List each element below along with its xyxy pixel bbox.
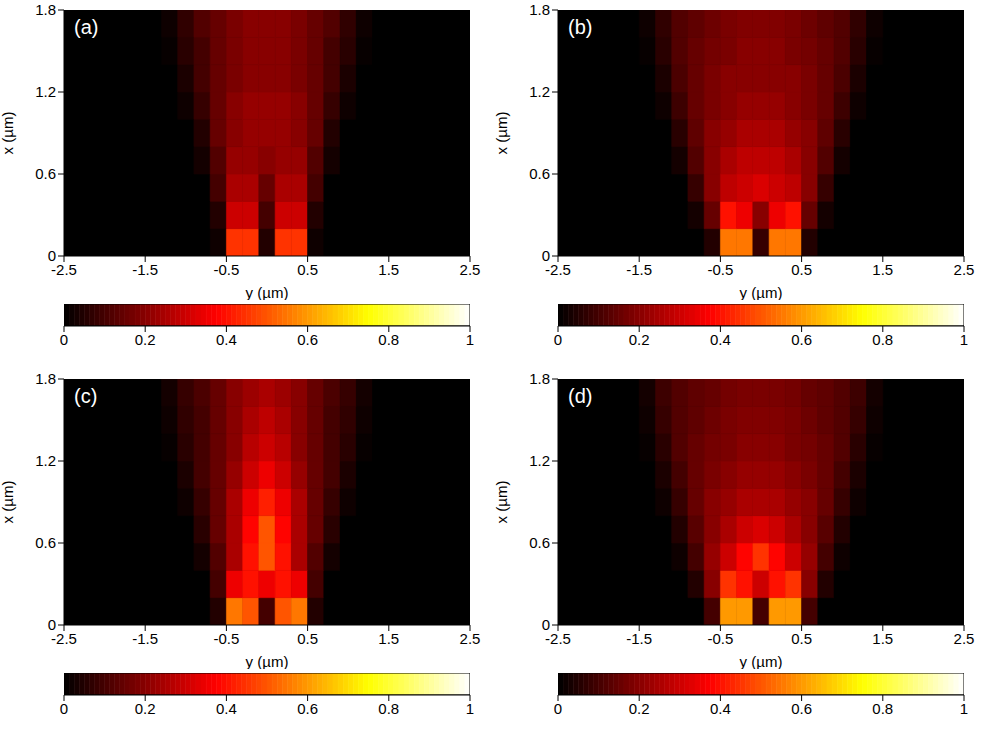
svg-text:-1.5: -1.5 — [626, 261, 652, 278]
svg-text:1.8: 1.8 — [529, 370, 550, 387]
svg-text:y (µm): y (µm) — [246, 653, 289, 669]
svg-text:-1.5: -1.5 — [132, 261, 158, 278]
svg-text:0: 0 — [554, 700, 562, 717]
svg-text:2.5: 2.5 — [460, 630, 481, 647]
svg-text:1.5: 1.5 — [378, 630, 399, 647]
html-text:(a): (a) — [74, 16, 99, 38]
html-text:(b): (b) — [568, 16, 593, 38]
svg-text:0.5: 0.5 — [297, 261, 318, 278]
svg-text:0.8: 0.8 — [872, 700, 893, 717]
svg-text:1: 1 — [960, 700, 968, 717]
svg-text:0.8: 0.8 — [378, 331, 399, 348]
svg-text:x (µm): x (µm) — [494, 112, 510, 155]
svg-text:0.2: 0.2 — [135, 700, 156, 717]
svg-text:-2.5: -2.5 — [545, 260, 571, 278]
html-text:(d): (d) — [568, 385, 593, 407]
svg-text:-2.5: -2.5 — [545, 629, 571, 647]
svg-text:1.8: 1.8 — [35, 1, 56, 18]
svg-text:0.2: 0.2 — [135, 331, 156, 348]
svg-text:0.6: 0.6 — [35, 165, 56, 182]
svg-text:0: 0 — [60, 700, 68, 717]
svg-text:-1.5: -1.5 — [626, 630, 652, 647]
svg-text:0.6: 0.6 — [297, 331, 318, 348]
svg-text:0: 0 — [48, 247, 56, 264]
svg-text:-2.5: -2.5 — [51, 629, 77, 647]
svg-text:y (µm): y (µm) — [740, 284, 783, 300]
svg-text:1.5: 1.5 — [872, 261, 893, 278]
svg-text:0.4: 0.4 — [710, 331, 731, 348]
svg-text:0.8: 0.8 — [378, 700, 399, 717]
svg-text:y (µm): y (µm) — [246, 284, 289, 300]
svg-text:1: 1 — [466, 700, 474, 717]
svg-text:-0.5: -0.5 — [707, 630, 733, 647]
svg-text:2.5: 2.5 — [460, 261, 481, 278]
svg-text:1: 1 — [466, 331, 474, 348]
svg-text:1.2: 1.2 — [529, 452, 550, 469]
svg-text:0.6: 0.6 — [529, 165, 550, 182]
svg-text:0.6: 0.6 — [791, 331, 812, 348]
svg-text:-0.5: -0.5 — [213, 261, 239, 278]
svg-text:1.5: 1.5 — [378, 261, 399, 278]
svg-text:0: 0 — [60, 331, 68, 348]
svg-text:1.2: 1.2 — [35, 452, 56, 469]
svg-text:y (µm): y (µm) — [740, 653, 783, 669]
svg-text:0.6: 0.6 — [35, 534, 56, 551]
svg-text:0: 0 — [542, 247, 550, 264]
svg-text:1.5: 1.5 — [872, 630, 893, 647]
svg-text:0: 0 — [542, 616, 550, 633]
svg-text:0: 0 — [48, 616, 56, 633]
svg-text:0.6: 0.6 — [529, 534, 550, 551]
svg-text:1: 1 — [960, 331, 968, 348]
html-text:(c): (c) — [74, 385, 98, 407]
svg-text:0.4: 0.4 — [710, 700, 731, 717]
svg-text:0.6: 0.6 — [297, 700, 318, 717]
svg-text:2.5: 2.5 — [954, 261, 975, 278]
svg-text:1.8: 1.8 — [35, 370, 56, 387]
svg-text:x (µm): x (µm) — [0, 481, 16, 524]
svg-text:x (µm): x (µm) — [494, 481, 510, 524]
svg-text:1.2: 1.2 — [35, 83, 56, 100]
svg-text:0.4: 0.4 — [216, 331, 237, 348]
svg-text:0.5: 0.5 — [791, 261, 812, 278]
svg-text:x (µm): x (µm) — [0, 112, 16, 155]
svg-text:0.6: 0.6 — [791, 700, 812, 717]
svg-text:1.2: 1.2 — [529, 83, 550, 100]
svg-text:-0.5: -0.5 — [213, 630, 239, 647]
svg-text:0.4: 0.4 — [216, 700, 237, 717]
svg-text:-0.5: -0.5 — [707, 261, 733, 278]
svg-text:0.5: 0.5 — [297, 630, 318, 647]
svg-text:2.5: 2.5 — [954, 630, 975, 647]
svg-text:-2.5: -2.5 — [51, 260, 77, 278]
svg-text:0.2: 0.2 — [629, 700, 650, 717]
svg-text:1.8: 1.8 — [529, 1, 550, 18]
svg-text:-1.5: -1.5 — [132, 630, 158, 647]
svg-text:0.5: 0.5 — [791, 630, 812, 647]
svg-text:0.8: 0.8 — [872, 331, 893, 348]
svg-text:0: 0 — [554, 331, 562, 348]
svg-text:0.2: 0.2 — [629, 331, 650, 348]
